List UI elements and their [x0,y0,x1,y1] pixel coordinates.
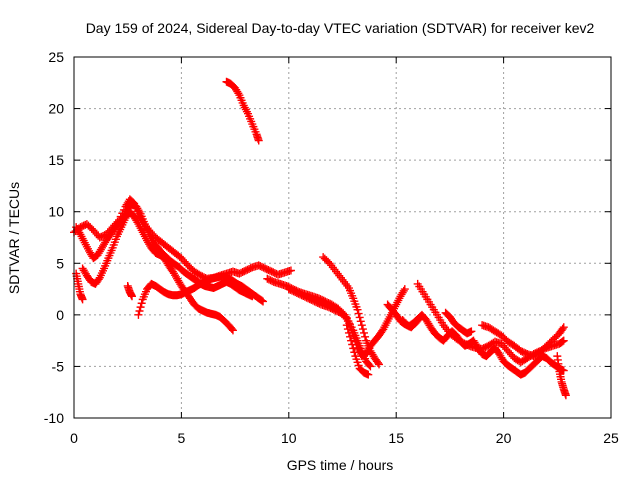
data-point [341,312,350,321]
data-point [415,313,424,322]
y-tick-label: -5 [52,358,65,374]
data-point [136,303,145,312]
y-tick-label: 5 [56,255,64,271]
data-point [366,362,375,371]
series-arc-12 [383,300,568,379]
data-point [373,358,382,367]
data-point [399,286,408,295]
plot-frame [73,56,612,419]
data-point [558,324,567,333]
data-point [257,296,266,305]
y-tick-label: -10 [44,410,64,426]
data-point [228,326,237,335]
data-point [357,321,366,330]
data-point [135,306,144,315]
series-arc-14 [478,321,568,361]
data-point [365,361,374,370]
series-arc-3 [78,207,237,335]
data-point [354,309,363,318]
data-point [353,305,362,314]
series-arc-16 [398,313,424,332]
x-tick-label: 20 [496,430,512,446]
x-tick-label: 5 [178,430,186,446]
x-tick-label: 0 [70,430,78,446]
series-arc-5 [123,281,136,301]
series-arc-6 [134,272,268,319]
data-point [227,325,236,334]
series-arc-15 [553,352,570,400]
data-point [346,332,355,341]
data-point [342,321,351,330]
data-point [254,136,263,145]
data-point [348,340,357,349]
x-tick-label: 25 [603,430,619,446]
series-arc-2 [72,199,257,301]
data-point [355,313,364,322]
data-point [414,315,423,324]
y-tick-labels: -10 -5 0 5 10 15 20 25 [44,49,64,426]
series-arc-17 [441,308,476,338]
series-arc-8 [263,274,409,361]
series-arc-7 [222,77,263,145]
series-arc-11 [342,321,373,379]
data-point [356,317,365,326]
data-point [234,89,243,98]
data-point [559,323,568,332]
chart-title: Day 159 of 2024, Sidereal Day-to-day VTE… [86,20,595,36]
y-tick-label: 10 [48,204,64,220]
data-point [343,325,352,334]
series-arc-4 [72,269,87,304]
data-point [364,370,373,379]
y-axis-label: SDTVAR / TECUs [6,182,22,294]
data-point [137,299,146,308]
data-point [559,336,568,345]
data-point [375,360,384,369]
data-point [361,332,370,341]
y-tick-label: 25 [48,49,64,65]
y-tick-label: 0 [56,307,64,323]
y-tick-label: 20 [48,101,64,117]
data-point [359,328,368,337]
x-tick-label: 10 [281,430,297,446]
data-point [558,337,567,346]
data-point [286,266,295,275]
y-tick-label: 15 [48,152,64,168]
x-tick-label: 15 [388,430,404,446]
data-point [350,348,359,357]
data-point [78,295,87,304]
series-arc-9 [284,285,375,371]
data-point [347,336,356,345]
data-point [344,328,353,337]
data-point [467,327,476,336]
series-arc-10 [319,253,384,369]
data-point [559,366,568,375]
data-points [70,77,570,400]
data-point [127,292,136,301]
data-point [349,344,358,353]
data-point [561,391,570,400]
data-point [358,325,367,334]
data-point [259,297,268,306]
x-axis-label: GPS time / hours [287,457,394,473]
data-point [135,207,144,216]
data-point [400,285,409,294]
x-tick-labels: 0 5 10 15 20 25 [70,430,619,446]
data-point [134,310,143,319]
